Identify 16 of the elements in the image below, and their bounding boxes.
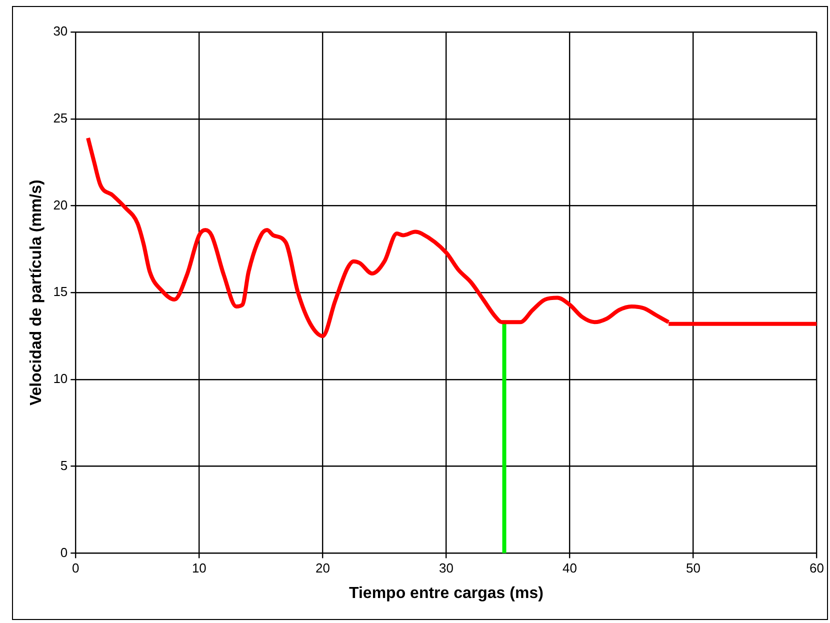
x-tick-label: 40	[562, 560, 577, 576]
y-axis-title: Velocidad de partícula (mm/s)	[28, 180, 46, 406]
y-tick-label: 30	[53, 24, 68, 39]
y-tick-label: 10	[53, 371, 68, 386]
y-tick-label: 15	[53, 284, 68, 300]
x-tick-label: 30	[438, 560, 454, 576]
y-tick-label: 20	[53, 197, 68, 212]
x-tick-label: 20	[315, 560, 330, 576]
y-tick-label: 0	[60, 544, 68, 560]
y-tick-label: 5	[60, 458, 68, 473]
x-tick-label: 10	[192, 560, 206, 576]
x-tick-label: 60	[810, 560, 824, 576]
x-axis-title: Tiempo entre cargas (ms)	[348, 584, 544, 602]
x-tick-label: 0	[72, 560, 80, 576]
x-tick-label: 50	[686, 560, 700, 576]
y-tick-label: 25	[53, 110, 68, 126]
